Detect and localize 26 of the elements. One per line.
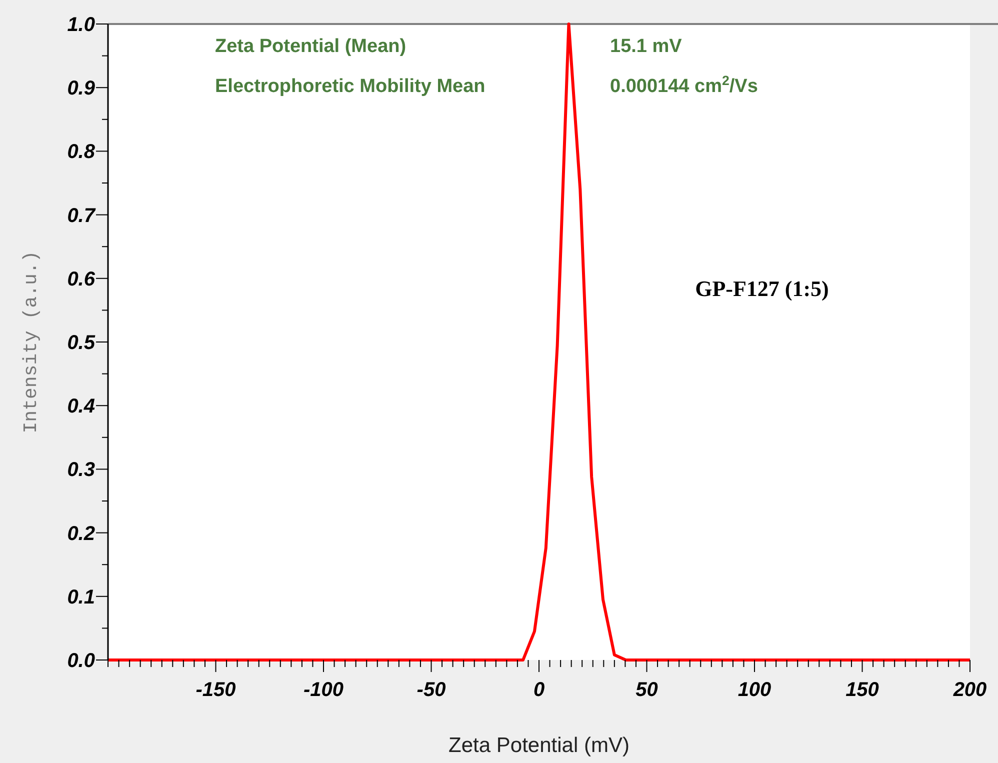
y-tick-label: 0.8 [67, 141, 96, 164]
x-tick-label: -100 [303, 679, 344, 701]
y-axis-title: Intensity (a.u.) [20, 250, 42, 434]
annotation: 15.1 mV [610, 36, 682, 57]
y-tick-label: 0.4 [67, 396, 95, 418]
x-tick-label: 50 [636, 679, 658, 701]
y-tick-label: 0.2 [67, 522, 95, 545]
annotation: Electrophoretic Mobility Mean [215, 76, 486, 97]
x-tick-label: -150 [196, 679, 236, 701]
y-tick-label: 0.1 [67, 586, 95, 608]
x-axis-title: Zeta Potential (mV) [448, 734, 630, 757]
y-tick-label: 0.9 [67, 78, 96, 100]
x-tick-label: 0 [533, 679, 545, 701]
y-tick-label: 0.5 [67, 332, 96, 354]
y-tick-label: 1.0 [67, 14, 95, 36]
x-tick-label: 100 [738, 679, 772, 701]
x-tick-label: 150 [846, 679, 879, 701]
y-tick-label: 0.7 [67, 204, 96, 227]
x-tick-label: 200 [952, 679, 987, 701]
y-tick-label: 0.0 [67, 650, 95, 672]
annotation: Zeta Potential (Mean) [215, 36, 406, 57]
annotation: GP-F127 (1:5) [695, 276, 829, 301]
x-tick-label: -50 [416, 679, 446, 701]
annotation: 0.000144 cm$^{2}$/Vs [610, 72, 758, 97]
y-tick-label: 0.3 [67, 459, 95, 482]
y-tick-label: 0.6 [67, 268, 96, 290]
